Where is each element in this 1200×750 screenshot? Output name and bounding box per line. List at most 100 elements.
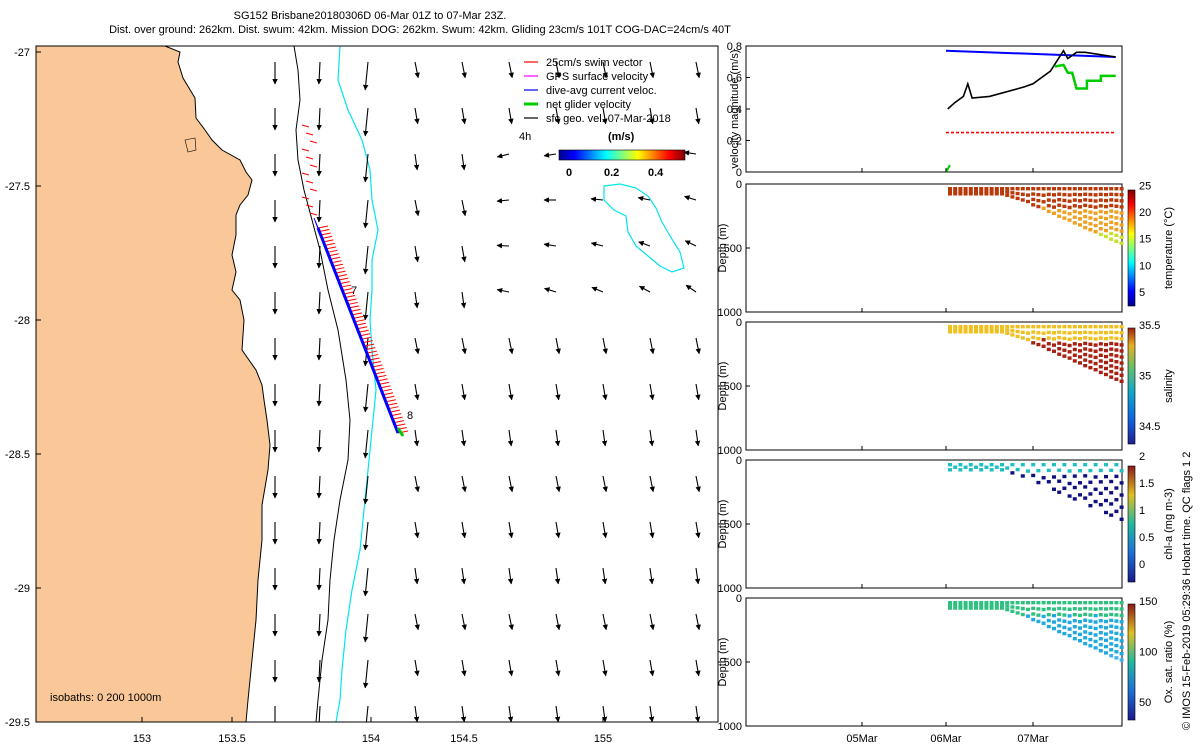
surface-velocity-arrow bbox=[461, 613, 467, 631]
profile-point bbox=[1104, 325, 1108, 329]
profile-point bbox=[1109, 502, 1114, 506]
swim-vector bbox=[395, 423, 406, 427]
surface-velocity-arrow bbox=[496, 287, 510, 294]
section-colorbar-tick: 35.5 bbox=[1139, 320, 1160, 332]
profile-point bbox=[1098, 187, 1103, 191]
profile-point bbox=[968, 606, 973, 610]
profile-point bbox=[1088, 492, 1093, 496]
profile-point bbox=[1036, 204, 1041, 209]
swim-vector bbox=[301, 124, 310, 128]
profile-point bbox=[1020, 474, 1025, 478]
surface-velocity-arrow bbox=[316, 61, 322, 85]
surface-velocity-arrow bbox=[362, 61, 369, 91]
surface-velocity-arrow bbox=[414, 61, 420, 79]
profile-point bbox=[1078, 205, 1082, 209]
profile-point bbox=[1098, 503, 1103, 507]
depth-tick-label: 1000 bbox=[718, 445, 742, 457]
profile-point bbox=[1114, 360, 1119, 364]
map-xtick-label: 154.5 bbox=[450, 733, 478, 745]
profile-point bbox=[1031, 187, 1036, 191]
profile-point bbox=[1020, 198, 1025, 202]
surface-velocity-arrow bbox=[649, 521, 655, 539]
profile-point bbox=[1031, 335, 1036, 340]
profile-point bbox=[1072, 192, 1077, 197]
surface-velocity-arrow bbox=[496, 242, 510, 249]
profile-point bbox=[1057, 479, 1062, 483]
profile-point bbox=[1062, 216, 1067, 220]
surface-velocity-arrow bbox=[685, 284, 697, 293]
profile-point bbox=[1083, 214, 1088, 219]
surface-velocity-arrow bbox=[362, 613, 369, 643]
profile-point bbox=[1104, 372, 1108, 377]
profile-point bbox=[1109, 358, 1114, 363]
profile-point bbox=[1052, 187, 1056, 191]
profile-point bbox=[979, 189, 984, 193]
profile-point bbox=[1093, 205, 1098, 209]
profile-point bbox=[1119, 325, 1124, 329]
profile-point bbox=[1109, 220, 1114, 225]
profile-point bbox=[968, 463, 973, 467]
profile-point bbox=[1104, 510, 1108, 515]
profile-point bbox=[989, 468, 994, 472]
swim-vector bbox=[309, 164, 318, 168]
profile-point bbox=[1057, 336, 1062, 340]
section-panel-frame bbox=[745, 459, 1123, 589]
surface-velocity-arrow bbox=[602, 475, 608, 493]
profile-point bbox=[1062, 348, 1067, 352]
profile-point bbox=[1093, 361, 1098, 366]
profile-point bbox=[1000, 189, 1004, 193]
profile-point bbox=[984, 192, 989, 196]
profile-point bbox=[1005, 466, 1010, 470]
section-colorbar-tick: 5 bbox=[1139, 287, 1145, 299]
profile-point bbox=[1088, 601, 1093, 605]
surface-velocity-arrow bbox=[362, 199, 369, 229]
swim-vector bbox=[345, 295, 356, 298]
surface-velocity-arrow bbox=[362, 567, 369, 597]
profile-point bbox=[968, 187, 973, 191]
profile-point bbox=[1093, 193, 1098, 197]
profile-point bbox=[1098, 637, 1103, 641]
map-axes: 153 153.5 154 154.5 155 -27 -27.5 -28 -28.5 -29 -2… bbox=[5, 47, 612, 745]
profile-point bbox=[1031, 606, 1036, 611]
profile-point bbox=[1078, 337, 1082, 341]
profile-point bbox=[1088, 192, 1093, 197]
profile-point bbox=[1072, 215, 1077, 219]
swim-vector bbox=[370, 361, 381, 364]
profile-point bbox=[1041, 187, 1046, 191]
profile-point bbox=[1083, 330, 1088, 334]
profile-point bbox=[1104, 336, 1108, 341]
surface-velocity-arrow bbox=[414, 107, 420, 125]
profile-point bbox=[968, 192, 973, 196]
profile-point bbox=[1010, 191, 1015, 195]
profile-point bbox=[1020, 187, 1025, 191]
surface-velocity-arrow bbox=[695, 521, 701, 539]
surface-velocity-arrow bbox=[602, 521, 608, 539]
profile-point bbox=[1083, 601, 1088, 605]
surface-velocity-arrow bbox=[602, 659, 608, 677]
profile-point bbox=[1119, 505, 1124, 509]
velocity-ytick-label: 0 bbox=[736, 167, 742, 179]
profile-point bbox=[1067, 218, 1072, 222]
profile-point bbox=[1020, 463, 1025, 467]
profile-point bbox=[1026, 193, 1030, 197]
profile-point bbox=[1104, 216, 1108, 221]
swim-vector bbox=[309, 140, 318, 144]
profile-point bbox=[1109, 203, 1114, 208]
profile-point bbox=[1083, 358, 1088, 362]
profile-point bbox=[1052, 620, 1056, 624]
depth-tick-label: 500 bbox=[724, 657, 742, 669]
swim-vector bbox=[361, 336, 372, 340]
profile-point bbox=[1078, 343, 1082, 347]
map-ytick-label: -27.5 bbox=[5, 181, 30, 193]
swim-vector bbox=[387, 402, 398, 406]
profile-point bbox=[1062, 474, 1067, 479]
surface-velocity-arrow bbox=[362, 659, 369, 689]
profile-point bbox=[1005, 325, 1010, 329]
profile-point bbox=[1104, 366, 1108, 371]
profile-point bbox=[953, 325, 958, 329]
profile-point bbox=[984, 603, 989, 608]
surface-velocity-arrow bbox=[695, 475, 701, 493]
surface-velocity-arrow bbox=[555, 521, 561, 539]
surface-velocity-arrow bbox=[543, 152, 557, 158]
